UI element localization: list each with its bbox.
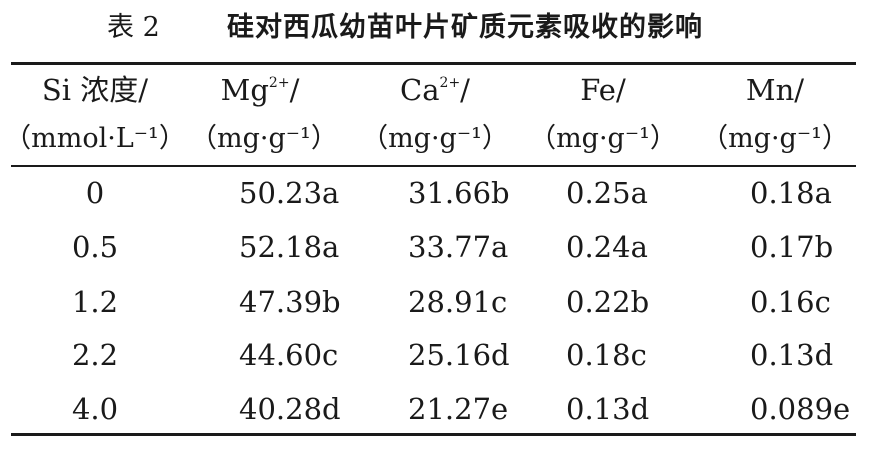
cell-fe: 0.22b	[566, 285, 650, 319]
cell-mg: 50.23a	[239, 176, 340, 210]
cell-mn: 0.089e	[750, 392, 851, 426]
cell-mg: 40.28d	[239, 392, 341, 426]
table-bottom-rule	[11, 433, 856, 436]
cell-fe: 0.25a	[566, 176, 648, 210]
header-unit-mg: （mg·g⁻¹）	[190, 123, 338, 154]
table-title: 硅对西瓜幼苗叶片矿质元素吸收的影响	[227, 12, 703, 43]
table-number: 表 2	[107, 12, 160, 43]
cell-ca: 28.91c	[408, 285, 508, 319]
cell-si: 4.0	[71, 392, 119, 426]
cell-fe: 0.24a	[566, 230, 648, 264]
cell-mn: 0.13d	[750, 338, 834, 372]
cell-mn: 0.16c	[750, 285, 831, 319]
header-fe: Fe/	[580, 73, 626, 107]
table-top-rule	[11, 62, 856, 65]
header-unit-fe: （mg·g⁻¹）	[529, 123, 677, 154]
cell-fe: 0.18c	[566, 338, 647, 372]
cell-ca: 31.66b	[408, 176, 510, 210]
cell-si: 0	[85, 176, 105, 210]
header-mn: Mn/	[745, 73, 805, 107]
header-unit-mn: （mg·g⁻¹）	[701, 123, 849, 154]
cell-mg: 44.60c	[239, 338, 339, 372]
header-si-concentration: Si 浓度/	[41, 73, 149, 107]
cell-mg: 52.18a	[239, 230, 340, 264]
cell-si: 1.2	[71, 285, 119, 319]
table-caption: 表 2 硅对西瓜幼苗叶片矿质元素吸收的影响	[0, 8, 873, 48]
header-unit-si: （mmol·L⁻¹）	[4, 123, 186, 154]
cell-ca: 33.77a	[408, 230, 509, 264]
header-ca: Ca2+/	[400, 73, 470, 107]
header-unit-ca: （mg·g⁻¹）	[361, 123, 509, 154]
cell-mn: 0.18a	[750, 176, 832, 210]
cell-fe: 0.13d	[566, 392, 650, 426]
table-header-rule	[11, 165, 856, 167]
cell-ca: 25.16d	[408, 338, 510, 372]
cell-si: 0.5	[71, 230, 119, 264]
cell-mn: 0.17b	[750, 230, 834, 264]
cell-ca: 21.27e	[408, 392, 509, 426]
header-mg: Mg2+/	[220, 73, 300, 107]
cell-mg: 47.39b	[239, 285, 341, 319]
cell-si: 2.2	[71, 338, 119, 372]
